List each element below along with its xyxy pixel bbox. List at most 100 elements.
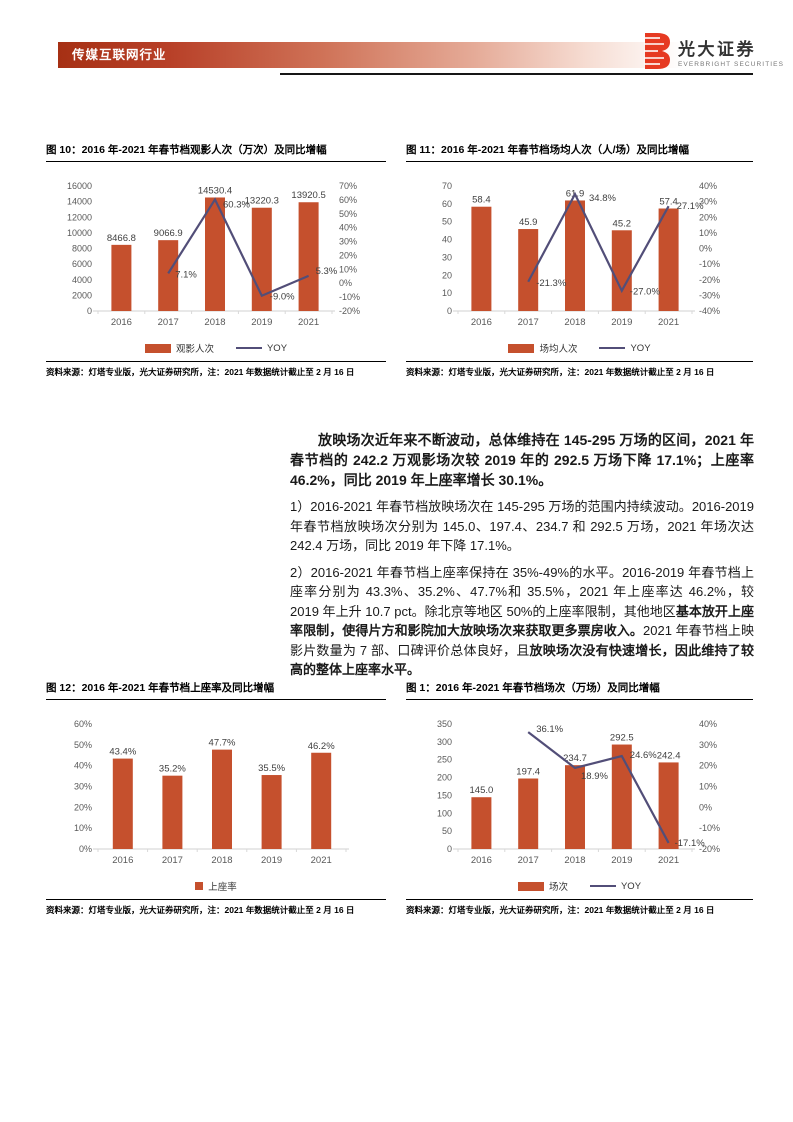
- figure-title: 图 11：2016 年-2021 年春节档场均人次（人/场）及同比增幅: [406, 142, 753, 162]
- secondary-axis-tick-label: 40%: [699, 181, 717, 191]
- y-axis-tick-label: 20: [442, 270, 452, 280]
- yoy-value-label: 36.1%: [536, 724, 563, 735]
- yoy-value-label: 5.3%: [316, 266, 338, 277]
- x-axis-label: 2017: [518, 855, 539, 866]
- bar-value-label: 45.2: [613, 218, 632, 229]
- lead-paragraph: 放映场次近年来不断波动，总体维持在 145-295 万场的区间，2021 年春节…: [290, 430, 754, 490]
- bar-value-label: 47.7%: [209, 738, 236, 749]
- figure-chart: 0 2000 4000 6000 8000 10000 12000 14000 16000 -20…: [46, 166, 386, 338]
- x-axis-label: 2017: [158, 317, 179, 328]
- x-axis-label: 2018: [564, 317, 585, 328]
- yoy-line: [527, 191, 670, 294]
- secondary-axis-tick-label: -10%: [699, 823, 720, 833]
- y-axis-tick-label: 0: [447, 844, 452, 854]
- y-axis-tick-label: 4000: [72, 275, 92, 285]
- bar-2016: [471, 206, 492, 311]
- x-axis-label: 2019: [611, 855, 632, 866]
- legend-label: YOY: [266, 342, 288, 354]
- y-axis-tick-label: 10: [442, 288, 452, 298]
- figure-12: 图 12：2016 年-2021 年春节档上座率及同比增幅 0% 10% 20% 30…: [46, 680, 386, 916]
- legend-item: YOY: [589, 881, 641, 892]
- bar-2019: [261, 775, 282, 849]
- secondary-axis-tick-label: 10%: [339, 264, 357, 274]
- x-axis-label: 2021: [298, 317, 319, 328]
- legend-label: 场均人次: [539, 344, 578, 355]
- yoy-value-label: 24.6%: [630, 750, 657, 761]
- figure-source: 资料来源：灯塔专业版，光大证券研究所，注：2021 年数据统计截止至 2 月 1…: [46, 899, 386, 916]
- logo-text-cn: 光大证券: [678, 39, 756, 59]
- yoy-value-label: 27.1%: [677, 201, 704, 212]
- secondary-axis-tick-label: 0%: [699, 802, 712, 812]
- legend-item: 观影人次: [144, 341, 214, 355]
- x-axis-label: 2016: [111, 317, 132, 328]
- secondary-axis-tick-label: -30%: [699, 290, 720, 300]
- legend-swatch-bar: [517, 881, 544, 891]
- chart-fig12: 0% 10% 20% 30% 40% 50% 60% 43.4% 35.2% 47.7% 35.5%…: [74, 719, 349, 866]
- x-axis-label: 2021: [658, 317, 679, 328]
- bar-value-label: 57.4: [659, 197, 678, 208]
- figure-source: 资料来源：灯塔专业版，光大证券研究所，注：2021 年数据统计截止至 2 月 1…: [406, 899, 753, 916]
- y-axis-tick-label: 250: [437, 755, 452, 765]
- x-axis-label: 2017: [518, 317, 539, 328]
- figure-title: 图 10：2016 年-2021 年春节档观影人次（万次）及同比增幅: [46, 142, 386, 162]
- bar-2016: [111, 244, 132, 311]
- x-axis-label: 2016: [471, 855, 492, 866]
- secondary-axis-tick-label: 10%: [699, 782, 717, 792]
- figure-legend: 场均人次 YOY: [406, 338, 753, 358]
- y-axis-tick-label: 40%: [74, 761, 92, 771]
- y-axis-tick-label: 30: [442, 252, 452, 262]
- yoy-line: [167, 197, 310, 298]
- text-run: 放映场次没有快速增长，因此维持了较高的整体上座率水平。: [290, 642, 754, 678]
- y-axis-tick-label: 12000: [67, 212, 92, 222]
- bar-value-label: 8466.8: [107, 233, 136, 244]
- bar-value-label: 292.5: [610, 733, 634, 744]
- y-axis-tick-label: 60: [442, 199, 452, 209]
- figure-chart: 0 50 100 150 200 250 300 350 -20% -10% 0% 10% 20% 30%…: [406, 704, 753, 876]
- x-axis-label: 2016: [112, 855, 133, 866]
- y-axis-tick-label: 0%: [79, 844, 92, 854]
- y-axis-tick-label: 2000: [72, 290, 92, 300]
- bar-value-label: 14530.4: [198, 185, 232, 196]
- secondary-axis-tick-label: 20%: [339, 250, 357, 260]
- bar-2016: [112, 758, 133, 849]
- x-axis-label: 2016: [471, 317, 492, 328]
- header-divider: [280, 73, 753, 75]
- y-axis-tick-label: 0: [87, 306, 92, 316]
- text-run: 2021 年春节档上映影片数量为 7 部、口碑评价总体良好，且: [290, 623, 754, 658]
- legend-swatch-bar: [195, 882, 204, 890]
- y-axis-tick-label: 40: [442, 235, 452, 245]
- y-axis-tick-label: 0: [447, 306, 452, 316]
- secondary-axis-tick-label: 10%: [699, 228, 717, 238]
- x-axis-label: 2021: [311, 855, 332, 866]
- bar-2019: [611, 744, 632, 849]
- bar-2021: [658, 762, 679, 849]
- figure-title: 图 12：2016 年-2021 年春节档上座率及同比增幅: [46, 680, 386, 700]
- secondary-axis-tick-label: 20%: [699, 212, 717, 222]
- text-run: 2）2016-2021 年春节档上座率保持在 35%-49%的水平。2016-2…: [290, 564, 754, 619]
- bar-value-label: 35.5%: [258, 763, 285, 774]
- x-axis-label: 2019: [611, 317, 632, 328]
- bar-2018: [565, 200, 585, 311]
- y-axis-tick-label: 200: [437, 773, 452, 783]
- text-run: 基本放开上座率限制，使得片方和影院加大放映场次来获取更多票房收入。: [290, 603, 754, 639]
- bar-value-label: 197.4: [516, 767, 540, 778]
- bar-value-label: 35.2%: [159, 764, 186, 775]
- y-axis-tick-label: 350: [437, 719, 452, 729]
- yoy-value-label: -21.3%: [536, 278, 567, 289]
- legend-label: 上座率: [208, 882, 237, 893]
- y-axis-tick-label: 30%: [74, 782, 92, 792]
- category-banner: 传媒互联网行业: [58, 42, 753, 68]
- secondary-axis-tick-label: -20%: [699, 844, 720, 854]
- y-axis-tick-label: 6000: [72, 259, 92, 269]
- secondary-axis-tick-label: 40%: [339, 223, 357, 233]
- yoy-value-label: 60.3%: [223, 199, 250, 210]
- bar-2018: [212, 749, 232, 849]
- legend-item: 场均人次: [508, 341, 577, 355]
- figure-title: 图 1：2016 年-2021 年春节档场次（万场）及同比增幅: [406, 680, 753, 700]
- y-axis-tick-label: 150: [437, 790, 452, 800]
- yoy-value-label: 34.8%: [589, 193, 616, 204]
- analysis-text: 放映场次近年来不断波动，总体维持在 145-295 万场的区间，2021 年春节…: [290, 430, 754, 687]
- x-axis-label: 2021: [658, 855, 679, 866]
- figure-legend: 上座率: [46, 876, 386, 896]
- figure-10: 图 10：2016 年-2021 年春节档观影人次（万次）及同比增幅 0 2000…: [46, 142, 386, 378]
